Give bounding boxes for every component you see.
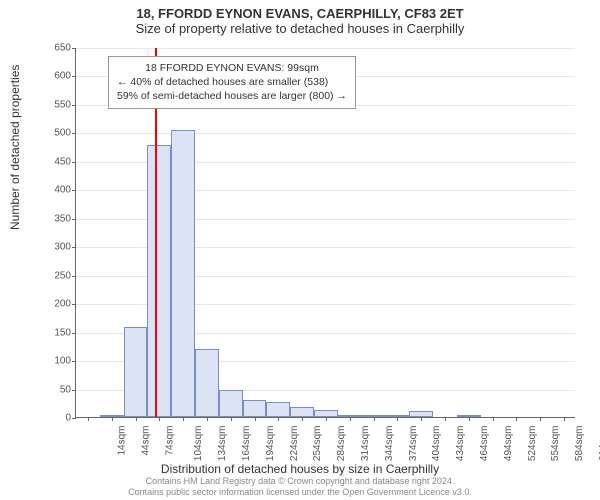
x-tick-label: 194sqm <box>265 426 276 462</box>
footer-line-2: Contains public sector information licen… <box>0 487 600 498</box>
y-tick-label: 200 <box>31 299 71 310</box>
x-tick-label: 344sqm <box>384 426 395 462</box>
y-tick-mark <box>72 418 76 419</box>
histogram-bar <box>147 145 171 417</box>
y-tick-mark <box>72 247 76 248</box>
y-tick-label: 50 <box>31 384 71 395</box>
y-tick-mark <box>72 48 76 49</box>
y-tick-mark <box>72 105 76 106</box>
plot-region: 0501001502002503003504004505005506006501… <box>75 48 575 418</box>
y-tick-mark <box>72 76 76 77</box>
x-tick-label: 494sqm <box>503 426 514 462</box>
x-tick-label: 104sqm <box>193 426 204 462</box>
x-tick-label: 464sqm <box>479 426 490 462</box>
histogram-bar <box>124 327 148 417</box>
x-tick-mark <box>302 417 303 421</box>
x-tick-mark <box>231 417 232 421</box>
x-tick-label: 14sqm <box>116 426 127 456</box>
y-tick-label: 250 <box>31 270 71 281</box>
x-tick-mark <box>516 417 517 421</box>
y-tick-label: 600 <box>31 71 71 82</box>
y-tick-mark <box>72 390 76 391</box>
x-tick-label: 554sqm <box>551 426 562 462</box>
x-tick-mark <box>136 417 137 421</box>
x-tick-mark <box>374 417 375 421</box>
x-tick-label: 314sqm <box>360 426 371 462</box>
x-tick-label: 584sqm <box>574 426 585 462</box>
x-tick-label: 524sqm <box>527 426 538 462</box>
x-tick-label: 44sqm <box>140 426 151 456</box>
y-axis-label: Number of detached properties <box>8 65 22 230</box>
y-tick-label: 500 <box>31 128 71 139</box>
x-tick-label: 374sqm <box>408 426 419 462</box>
annotation-line: 59% of semi-detached houses are larger (… <box>117 89 347 103</box>
y-tick-label: 400 <box>31 185 71 196</box>
y-tick-mark <box>72 133 76 134</box>
x-tick-mark <box>469 417 470 421</box>
x-tick-mark <box>207 417 208 421</box>
x-tick-label: 254sqm <box>312 426 323 462</box>
x-tick-label: 164sqm <box>241 426 252 462</box>
chart-subtitle: Size of property relative to detached ho… <box>0 21 600 36</box>
x-tick-mark <box>564 417 565 421</box>
x-tick-mark <box>88 417 89 421</box>
y-tick-mark <box>72 190 76 191</box>
y-tick-mark <box>72 333 76 334</box>
x-tick-mark <box>183 417 184 421</box>
x-tick-mark <box>493 417 494 421</box>
histogram-bar <box>243 400 267 417</box>
y-tick-label: 450 <box>31 156 71 167</box>
annotation-box: 18 FFORDD EYNON EVANS: 99sqm← 40% of det… <box>108 56 356 109</box>
histogram-bar <box>266 402 290 417</box>
y-tick-mark <box>72 361 76 362</box>
histogram-bar <box>171 130 195 417</box>
x-tick-label: 404sqm <box>432 426 443 462</box>
histogram-bar <box>195 349 219 417</box>
y-tick-label: 550 <box>31 99 71 110</box>
gridline <box>76 48 575 49</box>
chart-title-block: 18, FFORDD EYNON EVANS, CAERPHILLY, CF83… <box>0 0 600 36</box>
x-tick-mark <box>278 417 279 421</box>
y-tick-label: 650 <box>31 43 71 54</box>
y-tick-mark <box>72 276 76 277</box>
x-tick-mark <box>326 417 327 421</box>
y-tick-label: 350 <box>31 213 71 224</box>
x-tick-mark <box>255 417 256 421</box>
histogram-bar <box>290 407 314 417</box>
x-tick-mark <box>350 417 351 421</box>
x-tick-label: 224sqm <box>289 426 300 462</box>
x-tick-label: 74sqm <box>164 426 175 456</box>
x-tick-label: 284sqm <box>336 426 347 462</box>
y-tick-mark <box>72 304 76 305</box>
x-tick-label: 434sqm <box>455 426 466 462</box>
x-tick-mark <box>159 417 160 421</box>
attribution-footer: Contains HM Land Registry data © Crown c… <box>0 476 600 498</box>
annotation-line: ← 40% of detached houses are smaller (53… <box>117 75 347 89</box>
annotation-line: 18 FFORDD EYNON EVANS: 99sqm <box>117 61 347 75</box>
x-tick-mark <box>421 417 422 421</box>
chart-title-address: 18, FFORDD EYNON EVANS, CAERPHILLY, CF83… <box>0 6 600 21</box>
y-tick-label: 100 <box>31 356 71 367</box>
x-tick-mark <box>112 417 113 421</box>
y-tick-label: 0 <box>31 413 71 424</box>
gridline <box>76 133 575 134</box>
x-axis-label: Distribution of detached houses by size … <box>0 462 600 476</box>
y-tick-label: 300 <box>31 242 71 253</box>
y-tick-label: 150 <box>31 327 71 338</box>
x-tick-mark <box>540 417 541 421</box>
x-tick-mark <box>397 417 398 421</box>
histogram-bar <box>219 390 243 417</box>
y-tick-mark <box>72 162 76 163</box>
histogram-bar <box>314 410 338 417</box>
chart-plot-area: 0501001502002503003504004505005506006501… <box>75 48 575 418</box>
y-tick-mark <box>72 219 76 220</box>
footer-line-1: Contains HM Land Registry data © Crown c… <box>0 476 600 487</box>
x-tick-mark <box>445 417 446 421</box>
x-tick-label: 134sqm <box>217 426 228 462</box>
